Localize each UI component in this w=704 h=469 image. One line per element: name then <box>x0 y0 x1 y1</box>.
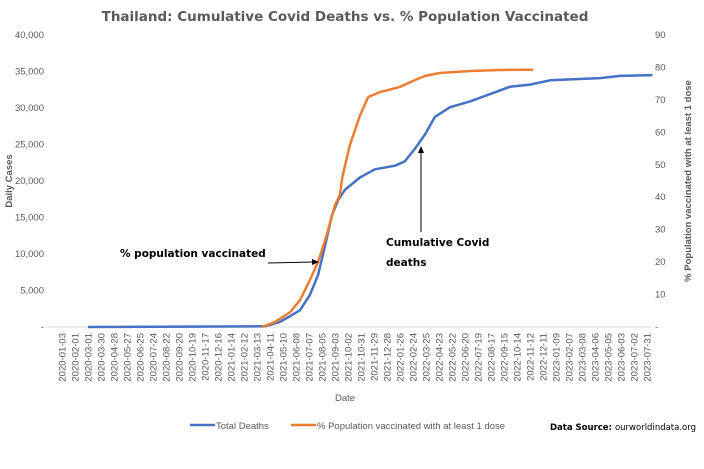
x-tick-label: 2022-10-14 <box>513 333 524 382</box>
legend-label-vaccinated: % Population vaccinated with at least 1 … <box>317 421 505 432</box>
y-left-tick-label: - <box>41 322 44 333</box>
y-axis-right-title: % Population vaccinated with at least 1 … <box>683 80 694 282</box>
chart-title: Thailand: Cumulative Covid Deaths vs. % … <box>102 9 589 25</box>
x-tick-label: 2020-03-01 <box>84 333 95 382</box>
legend: Total Deaths % Population vaccinated wit… <box>190 421 505 432</box>
series-line-total-deaths <box>87 73 653 329</box>
x-tick-label: 2021-06-08 <box>292 333 303 382</box>
x-tick-label: 2022-12-11 <box>539 333 550 381</box>
data-source-value: ourworldindata.org <box>615 423 696 433</box>
y-right-tick-label: 70 <box>655 95 666 106</box>
x-tick-label: 2021-02-12 <box>240 333 251 382</box>
y-axis-left: - 5,000 10,000 15,000 20,000 25,000 30,000 35,0… <box>15 30 44 333</box>
annotation-deaths-arrowhead <box>418 146 424 153</box>
annotation-vaccinated-arrow <box>267 261 315 264</box>
series-line-pct-vaccinated <box>261 68 534 329</box>
x-tick-label: 2021-05-10 <box>279 333 290 382</box>
x-tick-label: 2022-05-22 <box>448 333 459 382</box>
x-axis-ticks: 2020-01-03 2020-02-01 2020-03-01 2020-03-30… <box>58 333 654 382</box>
x-tick-label: 2023-01-09 <box>552 333 563 382</box>
data-source-label: Data Source: <box>550 423 612 433</box>
y-right-tick-label: 80 <box>655 62 666 73</box>
x-tick-label: 2021-12-28 <box>383 333 394 382</box>
x-tick-label: 2020-05-27 <box>123 333 134 382</box>
x-tick-label: 2020-01-03 <box>58 333 69 382</box>
x-tick-label: 2021-09-03 <box>331 333 342 382</box>
x-tick-label: 2020-12-16 <box>214 333 225 382</box>
annotation-vaccinated-arrowhead <box>312 259 319 265</box>
x-tick-label: 2022-08-17 <box>487 333 498 382</box>
y-left-tick-label: 15,000 <box>15 213 44 224</box>
x-tick-label: 2020-09-20 <box>175 333 186 382</box>
y-left-tick-label: 20,000 <box>15 176 44 187</box>
annotation-vaccinated: % population vaccinated <box>120 248 266 260</box>
x-tick-label: 2021-03-13 <box>253 333 264 382</box>
y-right-tick-label: 40 <box>655 192 666 203</box>
y-right-tick-label: 10 <box>655 290 666 301</box>
x-tick-label: 2020-02-01 <box>71 333 82 382</box>
x-tick-label: 2022-02-24 <box>409 333 420 382</box>
x-tick-label: 2020-11-17 <box>201 333 212 381</box>
x-tick-label: 2020-03-30 <box>97 333 108 382</box>
x-tick-label: 2022-06-20 <box>461 333 472 382</box>
x-tick-label: 2020-04-28 <box>110 333 121 382</box>
x-tick-label: 2020-06-25 <box>136 333 147 382</box>
y-right-tick-label: 60 <box>655 127 666 138</box>
x-tick-label: 2021-11-29 <box>370 333 381 381</box>
x-tick-label: 2022-03-25 <box>422 333 433 382</box>
x-tick-label: 2022-01-26 <box>396 333 407 382</box>
x-tick-label: 2020-07-24 <box>149 333 160 382</box>
y-left-tick-label: 40,000 <box>15 30 44 41</box>
x-tick-label: 2022-11-12 <box>526 333 537 381</box>
y-right-tick-label: - <box>655 322 658 333</box>
x-tick-label: 2021-08-05 <box>318 333 329 382</box>
x-tick-label: 2023-04-06 <box>591 333 602 382</box>
x-tick-label: 2022-07-19 <box>474 333 485 382</box>
x-axis-title: Date <box>335 393 355 404</box>
x-tick-label: 2023-07-31 <box>643 333 654 382</box>
x-tick-label: 2021-01-14 <box>227 333 238 382</box>
y-left-tick-label: 25,000 <box>15 140 44 151</box>
x-tick-label: 2020-08-22 <box>162 333 173 382</box>
legend-label-deaths: Total Deaths <box>216 421 269 432</box>
x-tick-label: 2021-07-07 <box>305 333 316 382</box>
x-tick-label: 2021-10-31 <box>357 333 368 382</box>
x-tick-label: 2023-07-02 <box>630 333 641 382</box>
x-tick-label: 2023-03-08 <box>578 333 589 382</box>
x-tick-label: 2020-10-19 <box>188 333 199 382</box>
annotation-deaths-line1: Cumulative Covid <box>386 237 489 249</box>
x-tick-label: 2023-06-03 <box>617 333 628 382</box>
x-tick-label: 2023-05-05 <box>604 333 615 382</box>
data-source: Data Source: ourworldindata.org <box>550 423 696 433</box>
y-axis-right: - 10 20 30 40 50 60 70 80 90 <box>655 30 666 333</box>
y-axis-left-title: Daily Cases <box>4 154 15 207</box>
y-right-tick-label: 30 <box>655 225 666 236</box>
y-right-tick-label: 50 <box>655 160 666 171</box>
x-tick-label: 2021-10-02 <box>344 333 355 382</box>
x-tick-label: 2022-04-23 <box>435 333 446 382</box>
y-right-tick-label: 90 <box>655 30 666 41</box>
y-left-tick-label: 35,000 <box>15 67 44 78</box>
y-left-tick-label: 5,000 <box>20 286 44 297</box>
y-left-tick-label: 10,000 <box>15 249 44 260</box>
y-right-tick-label: 20 <box>655 257 666 268</box>
x-tick-label: 2021-04-11 <box>266 333 277 381</box>
series-group <box>87 68 653 329</box>
x-tick-label: 2023-02-07 <box>565 333 576 382</box>
x-tick-label: 2022-09-15 <box>500 333 511 382</box>
annotation-deaths-line2: deaths <box>386 257 426 269</box>
y-left-tick-label: 30,000 <box>15 103 44 114</box>
